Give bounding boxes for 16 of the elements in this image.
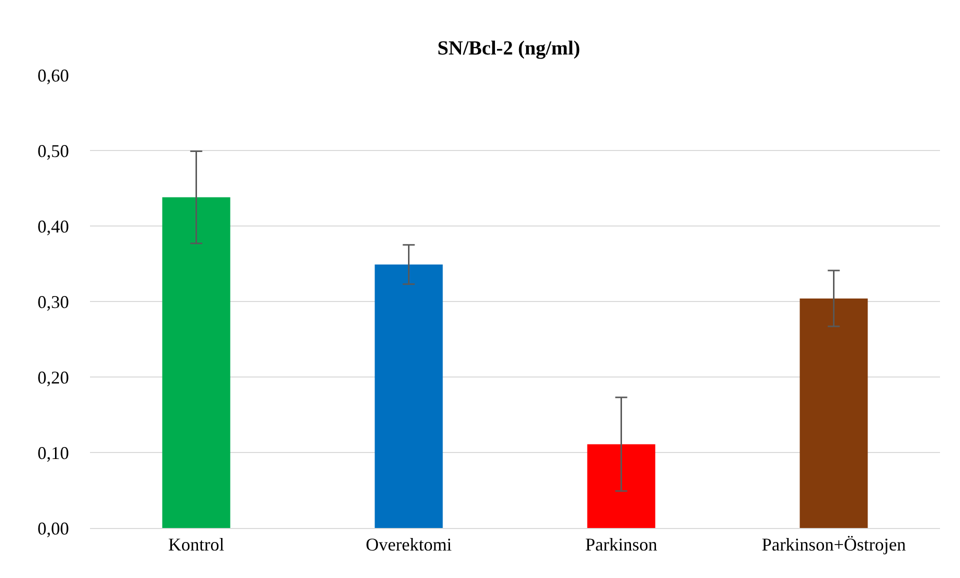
bar bbox=[374, 264, 443, 528]
x-tick-label: Parkinson+Östrojen bbox=[762, 534, 906, 555]
y-tick-label: 0,40 bbox=[38, 216, 69, 236]
bar bbox=[587, 444, 656, 528]
chart-title: SN/Bcl-2 (ng/ml) bbox=[437, 37, 580, 60]
x-tick-label: Parkinson bbox=[585, 534, 658, 555]
bar bbox=[800, 298, 868, 528]
y-tick-label: 0,10 bbox=[38, 442, 69, 463]
y-tick-label: 0,00 bbox=[38, 518, 69, 538]
y-tick-label: 0,50 bbox=[38, 140, 69, 161]
y-tick-label: 0,30 bbox=[38, 292, 69, 312]
x-tick-label: Kontrol bbox=[168, 534, 224, 555]
bar bbox=[162, 197, 230, 528]
y-tick-label: 0,20 bbox=[38, 367, 69, 388]
y-tick-label: 0,60 bbox=[38, 65, 69, 86]
x-tick-label: Overektomi bbox=[366, 534, 452, 555]
